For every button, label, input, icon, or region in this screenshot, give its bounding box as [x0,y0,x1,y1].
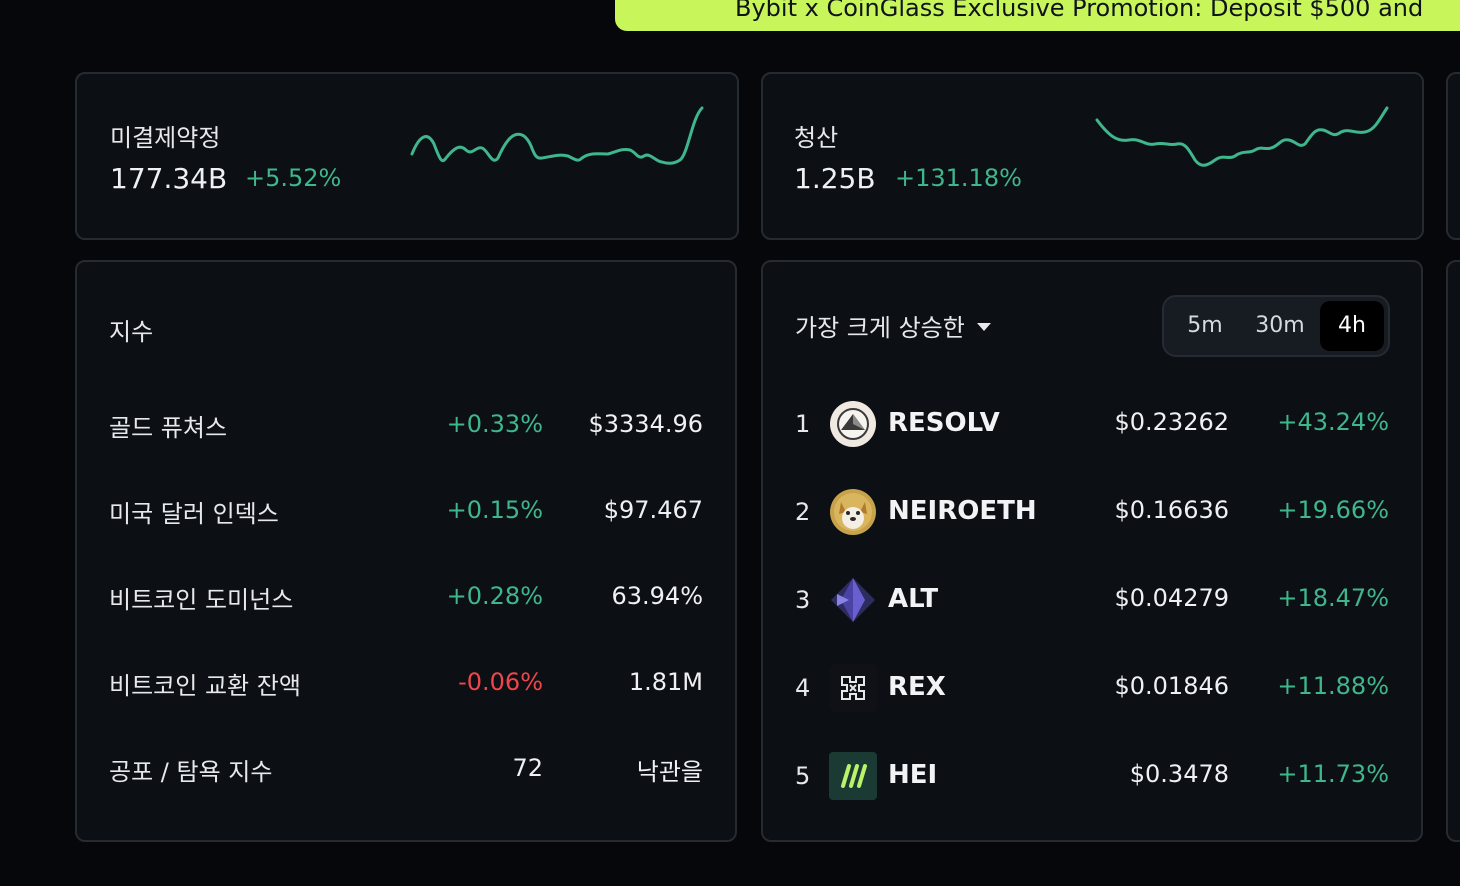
gainer-price: $0.3478 [1129,760,1229,788]
index-value: $3334.96 [588,410,703,438]
index-change: +0.28% [446,582,543,610]
gainer-rank: 3 [795,586,811,614]
gainer-symbol: NEIROETH [888,496,1037,526]
gainer-change: +18.47% [1277,584,1389,612]
liquidation-value: 1.25B [794,162,876,195]
open-interest-sparkline [410,106,704,165]
liquidation-title: 청산 [794,124,839,152]
open-interest-change: +5.52% [245,164,342,192]
resolv-icon [830,401,876,447]
next-card-top-edge[interactable] [1446,72,1460,240]
indices-title: 지수 [109,318,154,346]
fear-greed-label: 낙관을 [636,758,703,786]
gainer-symbol: RESOLV [888,408,1000,438]
gainer-rank: 2 [795,498,811,526]
open-interest-card[interactable]: 미결제약정 177.34B +5.52% [75,72,739,240]
neiro-dog-icon [830,489,876,535]
index-change: +0.33% [446,410,543,438]
index-value: 1.81M [628,668,703,696]
interval-4h[interactable]: 4h [1320,301,1384,351]
alt-icon [831,578,875,622]
gainer-symbol: REX [888,672,946,702]
indices-card[interactable]: 지수 골드 퓨쳐스 +0.33% $3334.96 미국 달러 인덱스 +0.1… [75,260,737,842]
fear-greed-value: 72 [512,754,543,782]
chevron-down-icon [976,323,991,331]
gainers-dropdown[interactable]: 가장 크게 상승한 [795,308,991,343]
open-interest-title: 미결제약정 [110,124,221,152]
rex-icon [829,664,877,712]
index-name: 미국 달러 인덱스 [109,500,279,528]
index-value: $97.467 [603,496,703,524]
gainer-change: +43.24% [1277,408,1389,436]
next-card-bottom-edge[interactable] [1446,260,1460,842]
interval-selector[interactable]: 5m 30m 4h [1162,295,1390,357]
gainer-rank: 4 [795,674,811,702]
promo-text: Bybit x CoinGlass Exclusive Promotion: D… [735,0,1424,22]
open-interest-value: 177.34B [110,162,228,195]
gainer-price: $0.16636 [1114,496,1229,524]
liquidation-change: +131.18% [895,164,1022,192]
gainer-change: +11.73% [1277,760,1389,788]
liquidation-sparkline [1095,106,1389,167]
gainer-rank: 1 [795,410,811,438]
gainer-symbol: ALT [888,584,939,614]
hei-icon [829,752,877,800]
index-name: 골드 퓨쳐스 [109,414,228,442]
gainer-price: $0.04279 [1114,584,1229,612]
gainer-change: +19.66% [1277,496,1389,524]
liquidation-card[interactable]: 청산 1.25B +131.18% [761,72,1424,240]
gainer-price: $0.23262 [1114,408,1229,436]
index-name: 공포 / 탐욕 지수 [109,758,273,786]
gainer-change: +11.88% [1277,672,1389,700]
index-change: +0.15% [446,496,543,524]
interval-5m[interactable]: 5m [1187,313,1223,338]
index-value: 63.94% [611,582,703,610]
gainers-title: 가장 크게 상승한 [795,314,965,342]
index-name: 비트코인 교환 잔액 [109,672,301,700]
index-name: 비트코인 도미넌스 [109,586,294,614]
interval-30m[interactable]: 30m [1255,313,1305,338]
gainer-rank: 5 [795,762,811,790]
index-change: -0.06% [458,668,543,696]
gainer-price: $0.01846 [1114,672,1229,700]
promo-banner[interactable]: Bybit x CoinGlass Exclusive Promotion: D… [615,0,1460,31]
top-gainers-card[interactable]: 가장 크게 상승한 5m 30m 4h 1 RESOLV $0.23262 +4… [761,260,1423,842]
gainer-symbol: HEI [888,760,938,790]
